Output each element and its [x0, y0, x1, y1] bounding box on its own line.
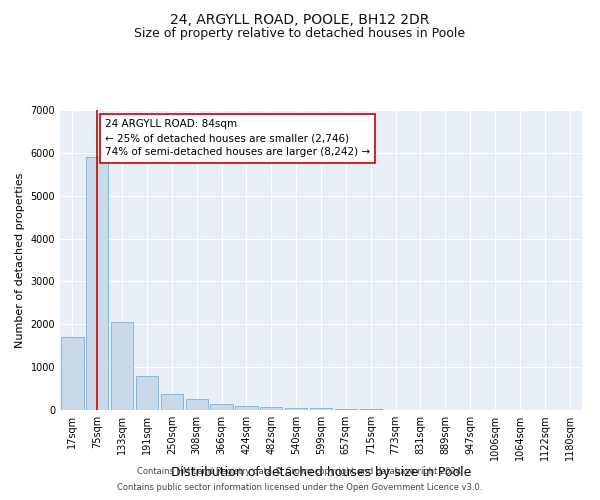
- X-axis label: Distribution of detached houses by size in Poole: Distribution of detached houses by size …: [171, 466, 471, 479]
- Bar: [61, 337, 83, 410]
- Bar: [136, 376, 158, 410]
- Bar: [111, 322, 133, 410]
- Text: Size of property relative to detached houses in Poole: Size of property relative to detached ho…: [134, 28, 466, 40]
- Bar: [235, 406, 257, 410]
- Bar: [260, 407, 283, 410]
- Text: 24, ARGYLL ROAD, POOLE, BH12 2DR: 24, ARGYLL ROAD, POOLE, BH12 2DR: [170, 12, 430, 26]
- Bar: [161, 394, 183, 410]
- Bar: [359, 408, 382, 410]
- Bar: [185, 400, 208, 410]
- Bar: [285, 408, 307, 410]
- Bar: [335, 408, 357, 410]
- Text: 24 ARGYLL ROAD: 84sqm
← 25% of detached houses are smaller (2,746)
74% of semi-d: 24 ARGYLL ROAD: 84sqm ← 25% of detached …: [105, 120, 370, 158]
- Y-axis label: Number of detached properties: Number of detached properties: [15, 172, 25, 348]
- Bar: [86, 157, 109, 410]
- Text: Contains HM Land Registry data © Crown copyright and database right 2024.: Contains HM Land Registry data © Crown c…: [137, 467, 463, 476]
- Bar: [310, 408, 332, 410]
- Bar: [211, 404, 233, 410]
- Text: Contains public sector information licensed under the Open Government Licence v3: Contains public sector information licen…: [118, 484, 482, 492]
